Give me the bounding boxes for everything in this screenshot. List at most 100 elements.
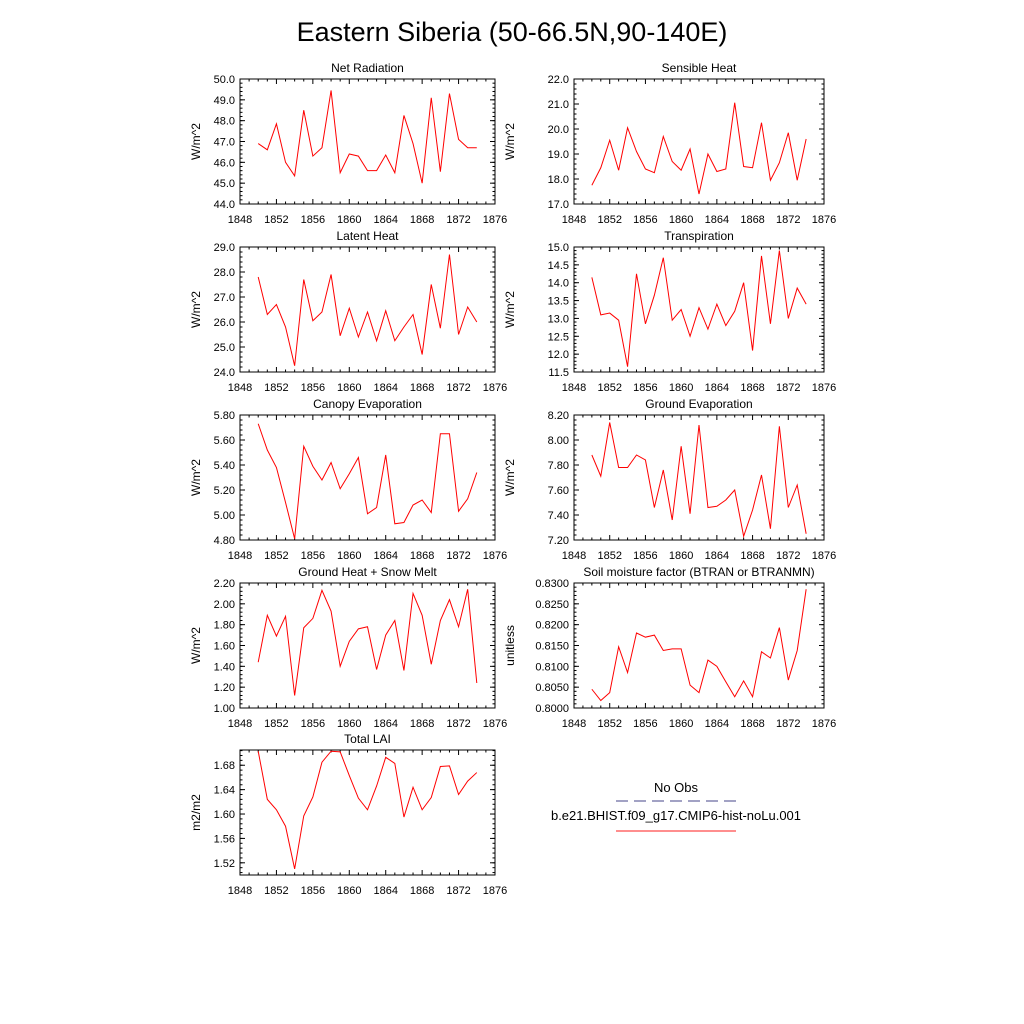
panel-title: Total LAI [344, 732, 391, 746]
y-axis-label: W/m^2 [189, 291, 203, 328]
x-tick-label: 1872 [776, 550, 800, 562]
x-tick-label: 1848 [228, 718, 252, 730]
x-tick-label: 1864 [705, 550, 729, 562]
y-tick-label: 26.0 [214, 317, 235, 329]
x-tick-label: 1864 [373, 718, 397, 730]
y-tick-label: 5.20 [214, 485, 235, 497]
x-tick-label: 1868 [740, 550, 764, 562]
x-tick-label: 1872 [776, 382, 800, 394]
y-tick-label: 12.0 [548, 349, 569, 361]
panel-net-radiation: Net Radiation 1848 1852 1856 1860 1864 1868 187… [189, 61, 507, 226]
y-tick-label: 1.64 [214, 785, 235, 797]
y-tick-label: 20.0 [548, 124, 569, 136]
x-tick-label: 1852 [264, 214, 288, 226]
y-tick-label: 22.0 [548, 74, 569, 86]
y-axis-label: m2/m2 [189, 794, 203, 831]
y-tick-label: 14.5 [548, 260, 569, 272]
x-tick-label: 1864 [373, 885, 397, 897]
x-tick-label: 1872 [446, 885, 470, 897]
y-tick-label: 25.0 [214, 342, 235, 354]
y-tick-label: 5.00 [214, 510, 235, 522]
x-tick-label: 1848 [228, 382, 252, 394]
series-line-ground-evaporation [591, 422, 807, 539]
x-tick-label: 1856 [633, 214, 657, 226]
x-tick-label: 1872 [776, 718, 800, 730]
y-tick-label: 13.5 [548, 296, 569, 308]
y-axis-label: W/m^2 [503, 291, 517, 328]
x-tick-label: 1860 [669, 382, 693, 394]
y-tick-label: 49.0 [214, 95, 235, 107]
series-line-soil-moisture-factor-btran-or-btranmn [591, 589, 807, 702]
panel-ground-heat-snow-melt: Ground Heat + Snow Melt 1848 1852 1856 1860 1… [189, 565, 507, 730]
y-axis-label: W/m^2 [189, 627, 203, 664]
series-line-net-radiation [257, 90, 477, 184]
figure-title: Eastern Siberia (50-66.5N,90-140E) [297, 17, 728, 47]
y-tick-label: 1.60 [214, 641, 235, 653]
series-line-canopy-evaporation [257, 423, 478, 539]
y-tick-label: 0.8100 [535, 661, 569, 673]
x-tick-label: 1872 [446, 214, 470, 226]
panel-total-lai: Total LAI 1848 1852 1856 1860 1864 1868 1872 187… [189, 732, 507, 897]
y-tick-label: 12.5 [548, 331, 569, 343]
panels-group: Net Radiation 1848 1852 1856 1860 1864 1868 187… [189, 61, 836, 897]
x-tick-label: 1848 [228, 550, 252, 562]
panel-sensible-heat: Sensible Heat 1848 1852 1856 1860 1864 1868 187… [503, 61, 836, 226]
legend-label-model-run: b.e21.BHIST.f09_g17.CMIP6-hist-noLu.001 [551, 808, 801, 823]
x-tick-label: 1868 [410, 885, 434, 897]
y-tick-label: 7.80 [548, 460, 569, 472]
y-tick-label: 7.20 [548, 535, 569, 547]
y-tick-label: 1.40 [214, 661, 235, 673]
x-tick-label: 1856 [301, 214, 325, 226]
panel-soil-moisture-factor-btran-or-btranmn: Soil moisture factor (BTRAN or BTRANMN) 1… [503, 565, 836, 730]
y-tick-label: 7.60 [548, 485, 569, 497]
legend: No Obs b.e21.BHIST.f09_g17.CMIP6-hist-no… [551, 780, 801, 832]
x-tick-label: 1868 [410, 382, 434, 394]
x-tick-label: 1868 [740, 214, 764, 226]
x-tick-label: 1856 [633, 718, 657, 730]
x-tick-label: 1852 [264, 885, 288, 897]
y-tick-label: 0.8000 [535, 703, 569, 715]
x-tick-label: 1848 [562, 550, 586, 562]
plot-frame [573, 246, 825, 373]
x-tick-label: 1876 [812, 214, 836, 226]
x-tick-label: 1852 [264, 550, 288, 562]
y-tick-label: 5.60 [214, 435, 235, 447]
x-tick-label: 1852 [597, 382, 621, 394]
y-tick-label: 15.0 [548, 242, 569, 254]
x-tick-label: 1868 [740, 718, 764, 730]
panel-title: Ground Heat + Snow Melt [298, 565, 437, 579]
x-tick-label: 1852 [264, 382, 288, 394]
x-tick-label: 1876 [812, 718, 836, 730]
y-tick-label: 19.0 [548, 149, 569, 161]
x-tick-label: 1876 [483, 550, 507, 562]
plot-frame [573, 582, 825, 709]
x-tick-label: 1848 [562, 718, 586, 730]
y-tick-label: 5.40 [214, 460, 235, 472]
panel-title: Net Radiation [331, 61, 404, 75]
y-tick-label: 1.52 [214, 858, 235, 870]
series-line-transpiration [591, 250, 807, 367]
series-line-ground-heat-snow-melt [257, 588, 478, 696]
x-tick-label: 1860 [337, 718, 361, 730]
x-tick-label: 1876 [812, 550, 836, 562]
x-tick-label: 1852 [597, 214, 621, 226]
y-tick-label: 0.8150 [535, 641, 569, 653]
y-tick-label: 1.60 [214, 809, 235, 821]
x-tick-label: 1860 [337, 550, 361, 562]
y-tick-label: 2.00 [214, 599, 235, 611]
y-axis-label: W/m^2 [189, 459, 203, 496]
x-tick-label: 1856 [301, 885, 325, 897]
y-tick-label: 18.0 [548, 174, 569, 186]
x-tick-label: 1860 [337, 382, 361, 394]
y-tick-label: 5.80 [214, 410, 235, 422]
x-tick-label: 1860 [337, 214, 361, 226]
y-tick-label: 29.0 [214, 242, 235, 254]
x-tick-label: 1868 [410, 214, 434, 226]
x-tick-label: 1872 [776, 214, 800, 226]
y-tick-label: 44.0 [214, 199, 235, 211]
panel-title: Latent Heat [336, 229, 399, 243]
x-tick-label: 1848 [228, 214, 252, 226]
y-tick-label: 8.00 [548, 435, 569, 447]
x-tick-label: 1864 [705, 214, 729, 226]
x-tick-label: 1872 [446, 718, 470, 730]
